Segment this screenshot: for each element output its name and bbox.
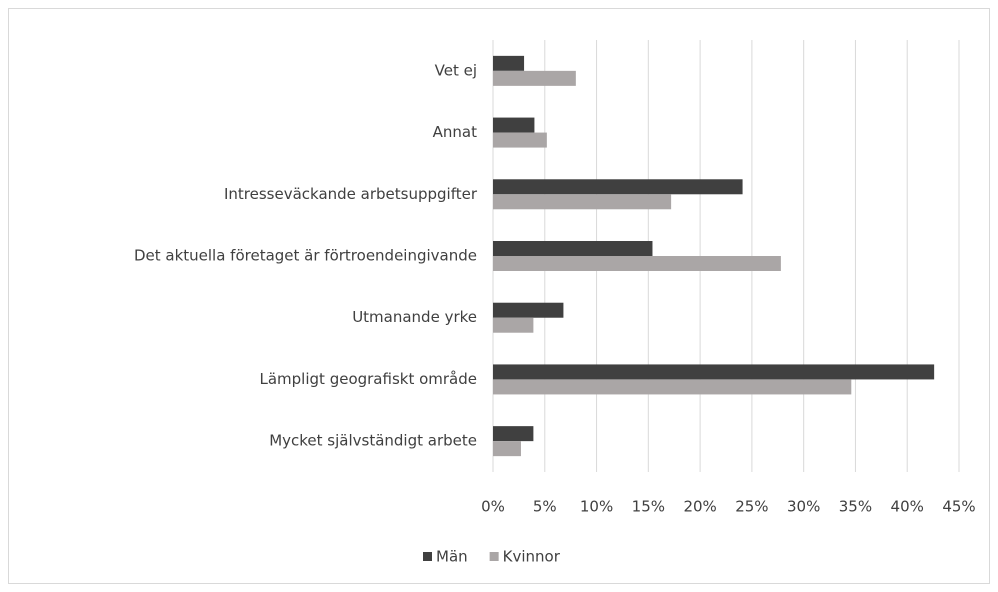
x-tick-label: 15% <box>632 498 665 516</box>
y-tick-label: Intresseväckande arbetsuppgifter <box>224 185 478 203</box>
bar <box>493 55 525 71</box>
bar <box>493 117 535 133</box>
y-tick-label: Lämpligt geografiskt område <box>260 370 478 388</box>
bar <box>493 302 564 318</box>
bar <box>493 70 576 86</box>
x-tick-label: 35% <box>839 498 872 516</box>
x-tick-label: 40% <box>891 498 924 516</box>
legend-swatch <box>489 552 499 561</box>
legend-label: Män <box>436 548 468 566</box>
legend-label: Kvinnor <box>503 548 561 566</box>
x-tick-label: 45% <box>942 498 975 516</box>
x-tick-label: 25% <box>735 498 768 516</box>
y-tick-label: Annat <box>433 123 477 141</box>
y-tick-label: Utmanande yrke <box>352 308 477 326</box>
bar <box>493 241 653 256</box>
x-tick-label: 20% <box>683 498 716 516</box>
bar <box>493 132 547 148</box>
y-tick-label: Mycket självständigt arbete <box>269 432 477 450</box>
y-tick-label: Det aktuella företaget är förtroendeingi… <box>134 247 477 265</box>
bar <box>493 317 534 333</box>
bar <box>493 364 935 380</box>
x-tick-label: 5% <box>533 498 557 516</box>
bar <box>493 441 521 457</box>
y-tick-label: Vet ej <box>435 61 477 79</box>
bar <box>493 426 534 442</box>
bar <box>493 194 672 210</box>
chart-frame <box>8 8 990 584</box>
bar <box>493 379 852 395</box>
x-tick-label: 10% <box>580 498 613 516</box>
bar <box>493 179 743 195</box>
x-tick-label: 0% <box>481 498 505 516</box>
x-tick-label: 30% <box>787 498 820 516</box>
bar <box>493 256 781 271</box>
legend-swatch <box>423 552 432 561</box>
